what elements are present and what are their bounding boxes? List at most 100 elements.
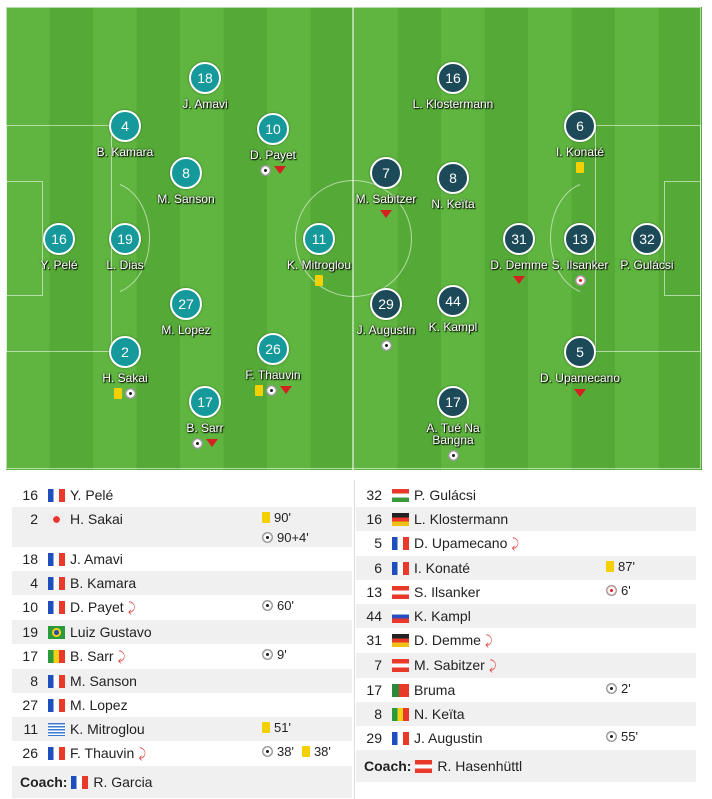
shirt-number: 7 [370, 157, 402, 189]
yellow-card-icon [315, 274, 323, 286]
pitch-player[interactable]: 44 K. Kampl [393, 285, 513, 348]
player-name[interactable]: P. Gulácsi [414, 487, 476, 503]
pitch-player[interactable]: 13 S. Ilsanker [520, 223, 640, 286]
lineup-row: 16 Y. Pelé [12, 483, 352, 507]
player-name[interactable]: K. Kampl [414, 608, 471, 624]
events-cell: 87' [606, 556, 696, 580]
lineup-row: 29 J. Augustin 55' [356, 726, 696, 750]
substituted-arrow-icon [206, 439, 218, 447]
player-name: B. Kamara [96, 145, 154, 159]
shirt-number: 13 [564, 223, 596, 255]
flag-sn-icon [48, 650, 65, 663]
coach-name[interactable]: R. Hasenhüttl [437, 758, 523, 774]
player-name[interactable]: M. Sanson [70, 673, 137, 689]
player-name[interactable]: D. Payet [70, 599, 124, 615]
pitch-player[interactable]: 8 M. Sanson [126, 157, 246, 220]
player-name[interactable]: D. Demme [414, 632, 481, 648]
player-name: A. Tué Na Bangna [426, 421, 480, 447]
center-circle [295, 180, 412, 297]
shirt-number: 13 [366, 584, 382, 600]
shirt-number: 17 [22, 648, 38, 664]
shirt-number: 11 [303, 223, 335, 255]
event-minute: 6' [621, 583, 631, 598]
player-name: Y. Pelé [40, 258, 78, 272]
player-name[interactable]: Luiz Gustavo [70, 624, 152, 640]
player-events [65, 387, 185, 399]
divider [354, 480, 355, 799]
pitch-player[interactable]: 18 J. Amavi [145, 62, 265, 125]
goal-ball-icon [262, 649, 273, 660]
events-cell [262, 483, 352, 507]
player-events [213, 384, 333, 396]
lineup-row: 19 Luiz Gustavo [12, 620, 352, 644]
pitch-player[interactable]: 2 H. Sakai [65, 336, 185, 399]
event-minute: 60' [277, 598, 294, 613]
pitch-player[interactable]: 7 M. Sabitzer [326, 157, 446, 220]
pitch-player[interactable]: 29 J. Augustin [326, 288, 446, 351]
substituted-arrow-icon [279, 386, 292, 394]
pitch-player[interactable]: 32 P. Gulácsi [587, 223, 702, 286]
pitch-player[interactable]: 11 K. Mitroglou [259, 223, 379, 286]
player-name[interactable]: L. Klostermann [414, 511, 509, 527]
coach-name[interactable]: R. Garcia [93, 774, 153, 790]
player-name: J. Amavi [182, 97, 228, 111]
pitch-player[interactable]: 17 A. Tué Na Bangna [393, 386, 513, 461]
pitch-player[interactable]: 16 Y. Pelé [6, 223, 119, 286]
pitch-player[interactable]: 26 F. Thauvin [213, 333, 333, 396]
pitch-player[interactable]: 5 D. Upamecano [520, 336, 640, 399]
player-name[interactable]: J. Amavi [70, 551, 123, 567]
player-name: L. Klostermann [412, 97, 494, 111]
player-name[interactable]: M. Sabitzer [414, 657, 485, 673]
player-name: J. Augustin [356, 323, 416, 337]
flag-br-icon [48, 626, 65, 639]
player-name[interactable]: Y. Pelé [70, 487, 114, 503]
player-name: K. Mitroglou [286, 258, 352, 272]
events-cell [606, 507, 696, 531]
events-cell: 51' [262, 717, 352, 741]
player-events [213, 164, 333, 176]
substituted-arrow-icon [574, 389, 586, 397]
pitch-player[interactable]: 17 B. Sarr [145, 386, 265, 449]
shirt-number: 8 [437, 162, 469, 194]
player-events [259, 274, 379, 286]
flag-fr-icon [48, 553, 65, 566]
substitution-arrow-icon: ⤸ [117, 649, 126, 664]
yellow-card-icon [262, 722, 270, 733]
player-name[interactable]: M. Lopez [70, 697, 128, 713]
lineup-row: 2 H. Sakai 90' 90+4' [12, 507, 352, 547]
player-name[interactable]: D. Upamecano [414, 535, 508, 551]
substituted-arrow-icon [380, 210, 392, 218]
events-cell [606, 483, 696, 507]
player-name: M. Sanson [157, 192, 215, 206]
pitch-player[interactable]: 16 L. Klostermann [393, 62, 513, 125]
player-name[interactable]: J. Augustin [414, 730, 483, 746]
player-name[interactable]: N. Keïta [414, 706, 465, 722]
shirt-number: 18 [22, 551, 38, 567]
pitch-player[interactable]: 10 D. Payet [213, 113, 333, 176]
flag-fr-icon [392, 537, 409, 550]
pitch-player[interactable]: 31 D. Demme [459, 223, 579, 286]
player-name[interactable]: H. Sakai [70, 511, 123, 527]
player-name[interactable]: I. Konaté [414, 560, 471, 576]
player-name[interactable]: S. Ilsanker [414, 584, 481, 600]
player-name: P. Gulácsi [620, 258, 674, 272]
coach-label: Coach: [364, 758, 412, 774]
pitch-player[interactable]: 4 B. Kamara [65, 110, 185, 173]
player-name[interactable]: K. Mitroglou [70, 721, 145, 737]
own-goal-ball-icon [574, 274, 586, 286]
player-events [520, 161, 640, 173]
pitch-player[interactable]: 19 L. Dias [65, 223, 185, 286]
pitch-player[interactable]: 8 N. Keïta [393, 162, 513, 225]
player-name[interactable]: B. Sarr [70, 648, 114, 664]
player-name[interactable]: F. Thauvin [70, 745, 135, 761]
player-name[interactable]: Bruma [414, 682, 456, 698]
away-lineup-table: 32 P. Gulácsi 16 L. Klostermann 5 D. Upamecan… [356, 483, 696, 782]
flag-hu-icon [392, 489, 409, 502]
shirt-number: 16 [22, 487, 38, 503]
player-name[interactable]: B. Kamara [70, 575, 137, 591]
shirt-number: 26 [257, 333, 289, 365]
shirt-number: 2 [109, 336, 141, 368]
player-events [326, 208, 446, 220]
pitch-player[interactable]: 6 I. Konaté [520, 110, 640, 173]
pitch-player[interactable]: 27 M. Lopez [126, 288, 246, 351]
